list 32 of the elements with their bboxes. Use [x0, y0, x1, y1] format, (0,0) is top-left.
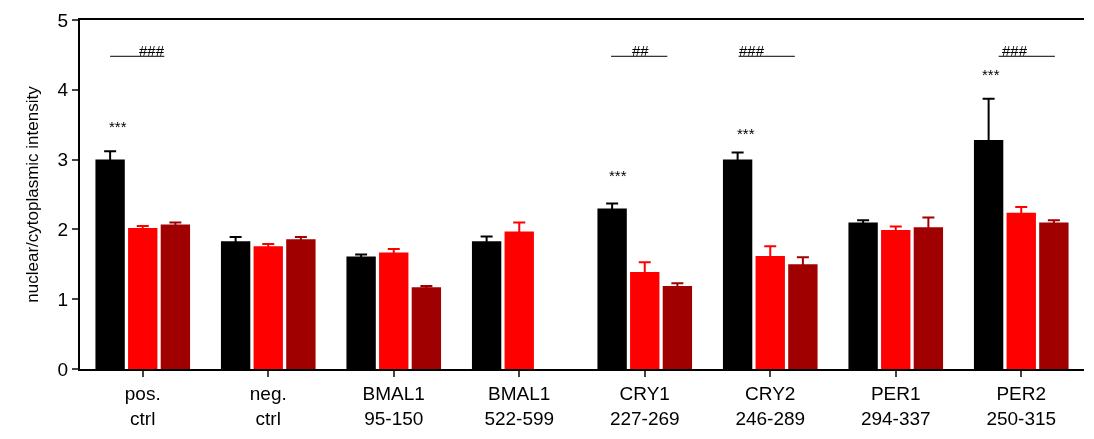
y-tick-label: 4: [57, 79, 69, 101]
y-tick-label: 5: [57, 9, 69, 31]
annotation: ##: [632, 42, 650, 59]
y-tick-label: 0: [57, 358, 69, 380]
bar: [286, 239, 316, 369]
annotation: ###: [139, 42, 165, 59]
x-tick-label: BMAL1 522-599: [484, 382, 555, 429]
bar: [160, 224, 191, 369]
annotation: ###: [1002, 42, 1028, 59]
y-tick-label: 2: [57, 219, 69, 241]
x-tick-label: neg. ctrl: [249, 382, 287, 429]
annotation: ***: [609, 167, 627, 184]
annotation: ***: [109, 118, 127, 135]
annotation: ***: [737, 125, 755, 142]
bar: [379, 252, 409, 369]
annotation: ***: [982, 66, 1000, 83]
bar: [411, 287, 442, 369]
y-tick-label: 3: [57, 149, 69, 171]
annotation: ###: [739, 42, 765, 59]
y-axis-title: nuclear/cytoplasmic intensity: [22, 85, 42, 303]
bar: [662, 285, 693, 369]
x-tick-label: CRY1 227-269: [609, 382, 680, 429]
x-tick-label: CRY2 246-289: [735, 382, 806, 429]
x-tick-label: PER1 294-337: [860, 382, 931, 429]
x-tick-label: BMAL1 95-150: [362, 382, 425, 429]
bar: [881, 230, 911, 369]
bar: [253, 246, 283, 369]
bar: [1039, 222, 1069, 369]
x-tick-label: PER2 250-315: [986, 382, 1057, 429]
bar: [128, 228, 158, 369]
x-tick-label: pos. ctrl: [124, 382, 161, 429]
y-tick-label: 1: [57, 288, 69, 310]
